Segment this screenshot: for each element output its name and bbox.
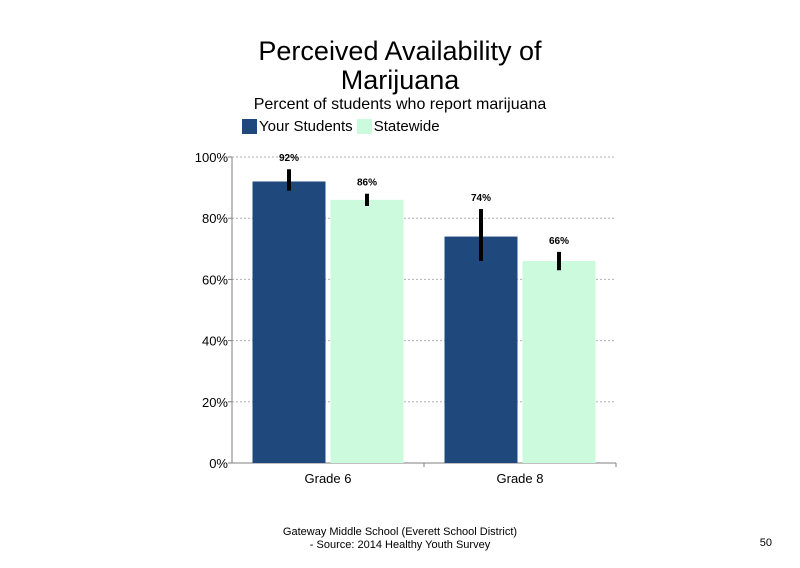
legend-swatch-your-students bbox=[242, 119, 257, 134]
bar-your-students bbox=[252, 181, 326, 464]
footer-school: Gateway Middle School (Everett School Di… bbox=[282, 526, 518, 538]
title-line-1: Perceived Availability of bbox=[258, 36, 542, 66]
legend-swatch-statewide bbox=[356, 119, 372, 134]
x-tick-label: Grade 6 bbox=[305, 471, 352, 486]
bar-statewide bbox=[522, 261, 596, 463]
chart-title: Perceived Availability of Marijuana bbox=[0, 37, 800, 95]
legend-label-statewide: Statewide bbox=[373, 118, 440, 135]
chart-subtitle: Percent of students who report marijuana bbox=[253, 96, 547, 113]
y-tick-label: 40% bbox=[202, 334, 228, 349]
y-tick-label: 100% bbox=[195, 150, 229, 165]
page-number: 50 bbox=[759, 537, 772, 549]
y-tick-label: 80% bbox=[202, 211, 228, 226]
data-label: 66% bbox=[549, 236, 569, 247]
x-tick-label: Grade 8 bbox=[497, 471, 544, 486]
title-line-2: Marijuana bbox=[340, 65, 460, 95]
data-label: 86% bbox=[357, 178, 377, 189]
chart-legend: Your Students Statewide bbox=[242, 118, 444, 135]
bar-statewide bbox=[330, 199, 404, 463]
bar-your-students bbox=[444, 236, 518, 463]
y-tick-label: 60% bbox=[202, 272, 228, 287]
footer: Gateway Middle School (Everett School Di… bbox=[0, 526, 800, 552]
legend-label-your-students: Your Students bbox=[259, 118, 353, 135]
data-label: 92% bbox=[279, 153, 299, 164]
legend-item-your-students: Your Students bbox=[242, 118, 353, 135]
data-label: 74% bbox=[471, 193, 491, 204]
y-tick-label: 20% bbox=[202, 395, 228, 410]
legend-item-statewide: Statewide bbox=[356, 118, 440, 135]
y-tick-label: 0% bbox=[209, 456, 228, 471]
footer-source: - Source: 2014 Healthy Youth Survey bbox=[309, 539, 491, 551]
